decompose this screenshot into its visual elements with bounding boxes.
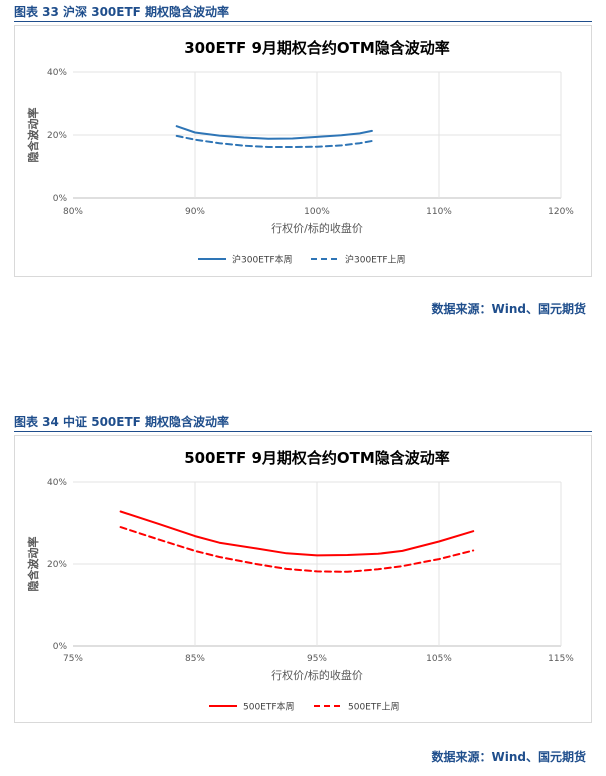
y-axis-label: 隐含波动率 [26, 537, 40, 592]
figure-divider [14, 21, 592, 22]
y-axis-label: 隐含波动率 [26, 108, 40, 163]
x-tick-label: 110% [426, 207, 452, 217]
chart-svg: 500ETF 9月期权合约OTM隐含波动率 0% 20% 40% 75% 85% 95% 10… [26, 449, 574, 713]
x-tick-label: 115% [548, 654, 574, 664]
legend-label: 沪300ETF本周 [232, 254, 293, 266]
x-tick-label: 90% [185, 207, 205, 217]
x-tick-label: 80% [63, 207, 83, 217]
chart-title: 300ETF 9月期权合约OTM隐含波动率 [184, 39, 450, 57]
x-axis-label: 行权价/标的收盘价 [271, 221, 363, 235]
figure-divider [14, 431, 592, 432]
x-tick-label: 75% [63, 654, 83, 664]
x-tick-label: 100% [304, 207, 330, 217]
y-tick-label: 40% [47, 68, 67, 78]
chart-panel: 500ETF 9月期权合约OTM隐含波动率 0% 20% 40% 75% 85% 95% 10… [14, 435, 592, 723]
series-line-2 [119, 526, 475, 573]
series-line-2 [175, 134, 373, 148]
legend-label: 500ETF上周 [348, 702, 400, 713]
y-tick-label: 0% [53, 194, 68, 204]
figure-caption: 图表 34 中证 500ETF 期权隐含波动率 [14, 415, 230, 429]
y-tick-label: 0% [53, 642, 68, 652]
chart-title: 500ETF 9月期权合约OTM隐含波动率 [184, 449, 450, 467]
y-tick-label: 20% [47, 560, 67, 570]
x-tick-label: 105% [426, 654, 452, 664]
x-tick-label: 95% [307, 654, 327, 664]
x-tick-label: 120% [548, 207, 574, 217]
chart-svg: 300ETF 9月期权合约OTM隐含波动率 0% 20% 40% 80% 90% 100% 1… [26, 39, 574, 266]
source-note: 数据来源：Wind、国元期货 [431, 750, 586, 764]
chart-panel: 300ETF 9月期权合约OTM隐含波动率 0% 20% 40% 80% 90% 100% 1… [14, 25, 592, 277]
source-note: 数据来源：Wind、国元期货 [431, 302, 586, 316]
x-axis-label: 行权价/标的收盘价 [271, 668, 363, 682]
legend-label: 500ETF本周 [243, 701, 295, 713]
figure-caption: 图表 33 沪深 300ETF 期权隐含波动率 [14, 5, 230, 19]
series-line-1 [175, 125, 373, 140]
series-line-1 [119, 510, 475, 557]
legend-label: 沪300ETF上周 [345, 254, 406, 266]
y-tick-label: 40% [47, 478, 67, 488]
y-tick-label: 20% [47, 131, 67, 141]
x-tick-label: 85% [185, 654, 205, 664]
